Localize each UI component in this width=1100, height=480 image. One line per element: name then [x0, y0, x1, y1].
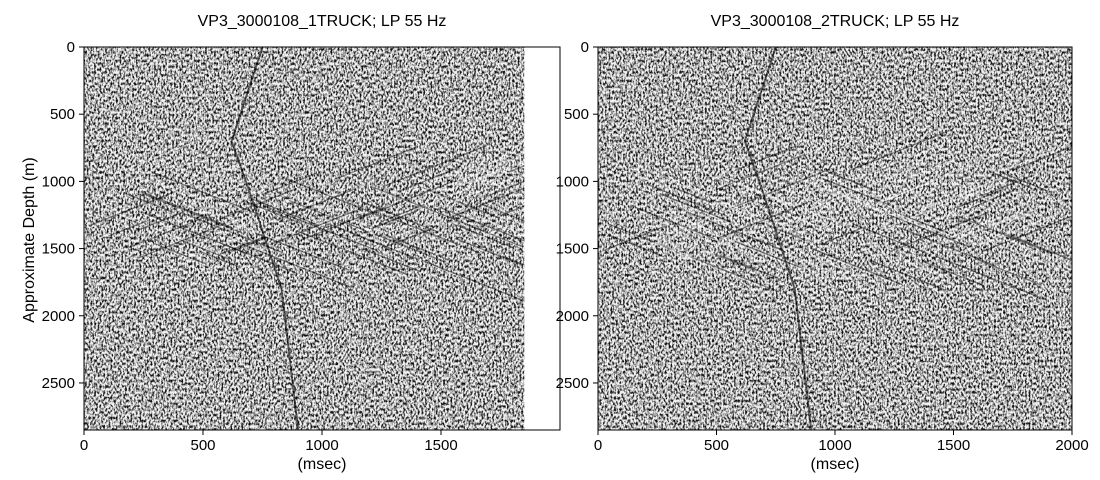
left-diagonal-streaks	[89, 121, 525, 301]
left-panel-title: VP3_3000108_1TRUCK; LP 55 Hz	[197, 13, 447, 30]
right-y-tick-label: 1000	[556, 173, 589, 190]
left-y-tick-label: 1500	[42, 241, 75, 258]
left-x-tick-label: 1500	[424, 437, 457, 454]
left-panel: 0 500 1000 1500 0 500 1000 1500 2000 2500	[42, 39, 561, 454]
left-x-tick-label: 500	[190, 437, 215, 454]
right-x-axis-label: (msec)	[810, 456, 860, 473]
left-y-tick-label: 2000	[42, 308, 75, 325]
right-seismic-noise	[598, 47, 1072, 430]
right-x-tick-label: 1500	[937, 437, 970, 454]
left-y-tick-label: 1000	[42, 173, 75, 190]
left-seismic-noise	[84, 47, 525, 430]
right-y-tick-label: 0	[581, 39, 589, 56]
left-y-tick-label: 2500	[42, 375, 75, 392]
left-y-tick-label: 0	[67, 39, 75, 56]
right-panel: 0 500 1000 1500 2000 0 500 1000 1500 2000 2500	[556, 39, 1089, 454]
right-x-tick-label: 2000	[1055, 437, 1088, 454]
right-y-tick-label: 500	[564, 106, 589, 123]
right-panel-title: VP3_3000108_2TRUCK; LP 55 Hz	[710, 13, 960, 30]
right-diagonal-streaks	[602, 128, 1072, 301]
right-x-tick-label: 1000	[818, 437, 851, 454]
left-y-tick-label: 500	[50, 106, 75, 123]
right-x-tick-label: 0	[594, 437, 602, 454]
left-x-tick-label: 1000	[305, 437, 338, 454]
right-y-tick-label: 1500	[556, 241, 589, 258]
left-x-tick-label: 0	[80, 437, 88, 454]
right-y-tick-label: 2000	[556, 308, 589, 325]
left-reflector-arc	[230, 46, 300, 431]
left-x-axis-label: (msec)	[297, 456, 347, 473]
right-y-tick-label: 2500	[556, 375, 589, 392]
right-x-tick-label: 500	[704, 437, 729, 454]
right-reflector-arc	[743, 46, 813, 431]
